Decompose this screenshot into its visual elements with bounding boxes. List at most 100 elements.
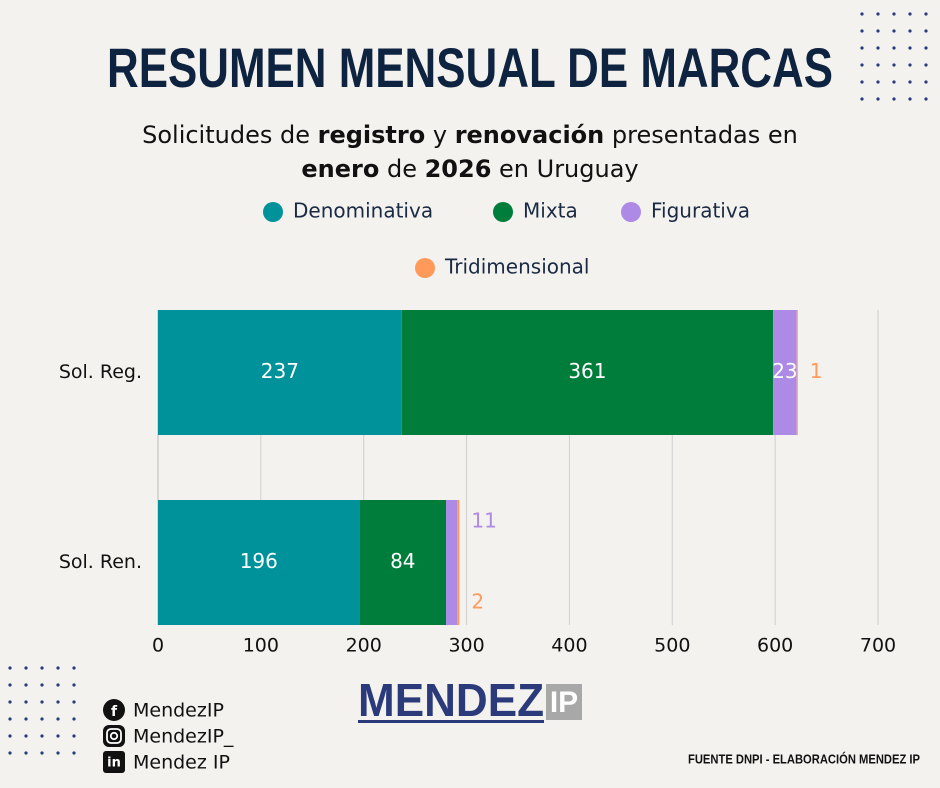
dot <box>876 97 880 101</box>
subtitle-part: Solicitudes de <box>142 121 318 149</box>
linkedin-icon <box>103 751 125 773</box>
title: RESUMEN MENSUAL DE MARCAS <box>107 36 833 99</box>
instagram-glyph <box>109 731 119 741</box>
y-tick-label: Sol. Ren. <box>59 551 142 573</box>
value-label: 361 <box>568 359 606 383</box>
logo-box-text: IP <box>550 686 578 719</box>
dot <box>860 63 864 67</box>
dot <box>924 12 928 16</box>
dot <box>56 666 60 670</box>
dot <box>72 700 76 704</box>
dot <box>924 63 928 67</box>
x-tick-label: 0 <box>152 635 164 657</box>
social-handle: MendezIP <box>133 700 224 722</box>
dot <box>8 700 12 704</box>
dot <box>892 63 896 67</box>
subtitle-part: registro <box>318 121 426 149</box>
dot <box>24 717 28 721</box>
dot <box>72 734 76 738</box>
x-tick-label: 700 <box>860 635 896 657</box>
dot <box>40 683 44 687</box>
dot <box>8 683 12 687</box>
dot <box>24 751 28 755</box>
dot <box>924 80 928 84</box>
dot <box>924 29 928 33</box>
dot <box>908 46 912 50</box>
subtitle-part: y <box>425 121 454 149</box>
legend-marker <box>493 202 513 222</box>
bar-segment <box>457 500 460 625</box>
dot <box>24 666 28 670</box>
decor-dots <box>8 12 928 755</box>
bar-segment <box>796 310 798 435</box>
dot <box>860 46 864 50</box>
dot <box>860 80 864 84</box>
x-tick-label: 400 <box>551 635 587 657</box>
x-tick-label: 600 <box>757 635 793 657</box>
dot <box>860 12 864 16</box>
dot <box>8 751 12 755</box>
bar-segment <box>401 310 774 435</box>
legend-label: Tridimensional <box>444 255 589 279</box>
dot <box>40 734 44 738</box>
value-label: 2 <box>471 590 484 614</box>
dot <box>860 97 864 101</box>
legend-label: Mixta <box>523 199 578 223</box>
logo-text: MENDEZ <box>358 674 544 726</box>
dot <box>924 46 928 50</box>
bar-segment <box>158 500 360 625</box>
dot <box>908 63 912 67</box>
dot <box>8 666 12 670</box>
bar-segment <box>446 500 458 625</box>
source: FUENTE DNPI - ELABORACIÓN MENDEZ IP <box>688 751 920 766</box>
chart: Denominativa Mixta Figurativa Tridimensiona… <box>59 199 896 657</box>
dot <box>56 683 60 687</box>
dot <box>72 666 76 670</box>
social-handle: MendezIP_ <box>133 726 234 748</box>
dot <box>892 12 896 16</box>
bar-segment <box>158 310 402 435</box>
dot <box>56 734 60 738</box>
x-tick-label: 200 <box>346 635 382 657</box>
dot <box>876 63 880 67</box>
dot <box>908 80 912 84</box>
value-label: 196 <box>240 549 278 573</box>
dot <box>40 700 44 704</box>
value-label: 11 <box>471 509 496 533</box>
dot <box>8 717 12 721</box>
dot <box>24 734 28 738</box>
social-icons: f in <box>103 699 125 773</box>
dot <box>908 97 912 101</box>
x-tick-label: 300 <box>448 635 484 657</box>
subtitle-part: 2026 <box>425 155 492 183</box>
dot <box>24 700 28 704</box>
dot <box>892 97 896 101</box>
subtitle-part: renovación <box>455 121 605 149</box>
value-label: 237 <box>261 359 299 383</box>
dot <box>40 717 44 721</box>
logo-underline <box>358 720 544 723</box>
social-handle: Mendez IP <box>133 752 230 774</box>
bar-segment <box>359 500 446 625</box>
dot <box>876 46 880 50</box>
dot <box>24 683 28 687</box>
dot <box>860 29 864 33</box>
value-label: 1 <box>810 359 823 383</box>
value-label: 23 <box>772 359 797 383</box>
instagram-glyph <box>106 728 122 744</box>
facebook-glyph: f <box>111 704 118 720</box>
dot <box>56 717 60 721</box>
y-tick-label: Sol. Reg. <box>59 361 142 383</box>
logo-box <box>546 684 582 720</box>
legend-label: Denominativa <box>293 199 433 223</box>
dot <box>72 683 76 687</box>
subtitle-part: de <box>379 155 424 183</box>
dot <box>876 80 880 84</box>
dot <box>892 80 896 84</box>
subtitle-line: enero de 2026 en Uruguay <box>301 155 638 183</box>
dot <box>908 12 912 16</box>
legend-marker <box>621 202 641 222</box>
legend-marker <box>263 202 283 222</box>
dot <box>40 666 44 670</box>
